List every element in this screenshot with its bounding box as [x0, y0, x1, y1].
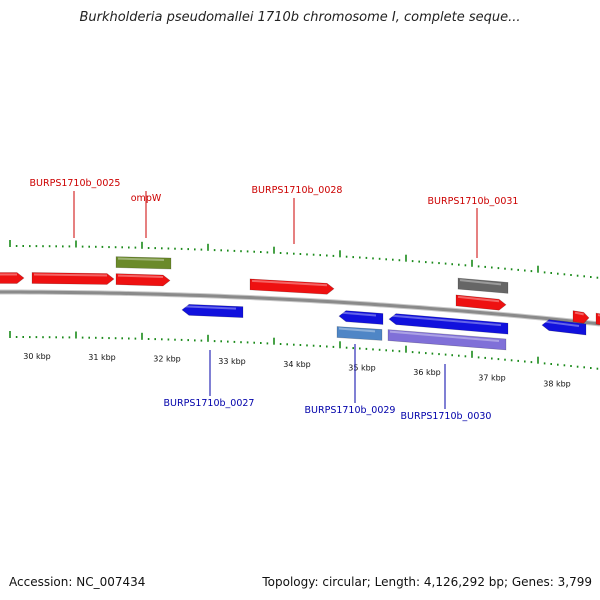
gene-burps1710b-0030-highlight [389, 330, 500, 342]
scale-label: 35 kbp [348, 364, 376, 373]
gene-reverse-long-highlight [390, 314, 502, 327]
label-burps1710b-0029[interactable]: BURPS1710b_0029 [305, 405, 396, 416]
gene-reverse-short-highlight [340, 311, 377, 317]
gene-burps1710b-0031-highlight [457, 295, 500, 303]
gene-forward[interactable] [0, 272, 25, 284]
gene-forward-edge2-highlight [597, 314, 600, 317]
scale-label: 33 kbp [218, 357, 246, 366]
gene-reverse-short[interactable] [338, 310, 384, 325]
label-burps1710b-0025[interactable]: BURPS1710b_0025 [30, 178, 121, 189]
label-burps1710b-0030[interactable]: BURPS1710b_0030 [401, 411, 492, 422]
scale-label: 38 kbp [543, 380, 571, 389]
label-burps1710b-0031[interactable]: BURPS1710b_0031 [428, 196, 519, 207]
gene-ompw[interactable] [115, 273, 171, 287]
backbone-shadow [0, 289, 600, 327]
gene-reverse-edge[interactable] [541, 319, 587, 336]
gene-burps1710b-0028-highlight [251, 279, 328, 287]
gene-burps1710b-0027[interactable] [181, 304, 244, 318]
scale-label: 36 kbp [413, 368, 441, 377]
gene-burps1710b-0029[interactable] [336, 326, 383, 341]
label-burps1710b-0028[interactable]: BURPS1710b_0028 [252, 185, 343, 196]
gene-forward-edge2[interactable] [595, 312, 600, 326]
backbone-line [0, 290, 600, 326]
scale-label: 31 kbp [88, 353, 116, 362]
gene-burps1710b-0025-highlight [33, 273, 108, 277]
gene-burps1710b-0029-highlight [338, 327, 376, 333]
scale-label: 30 kbp [23, 352, 51, 361]
gene-burps1710b-0031[interactable] [455, 294, 507, 311]
gene-burps1710b-0025[interactable] [31, 272, 115, 285]
gene-reverse-edge-highlight [543, 320, 580, 327]
label-ompw[interactable]: ompW [131, 193, 162, 204]
page-title: Burkholderia pseudomallei 1710b chromoso… [79, 10, 521, 25]
gene-burps1710b-0027-highlight [183, 305, 237, 310]
gene-pseudo-gray[interactable] [457, 277, 509, 294]
accession-text: Accession: NC_007434 [9, 575, 146, 589]
gene-ompw-highlight [117, 274, 164, 279]
gene-forward-edge[interactable] [572, 310, 590, 324]
gene-reverse-long[interactable] [388, 313, 509, 335]
gene-pseudo-gray-highlight [459, 279, 502, 286]
scale-label: 34 kbp [283, 360, 311, 369]
topology-text: Topology: circular; Length: 4,126,292 bp… [262, 575, 592, 589]
gene-burps1710b-0030[interactable] [387, 329, 507, 351]
gene-forward-edge-highlight [574, 311, 584, 316]
label-burps1710b-0027[interactable]: BURPS1710b_0027 [164, 398, 255, 409]
gene-rna-green-highlight [117, 257, 165, 262]
gene-burps1710b-0028[interactable] [249, 278, 335, 295]
scale-label: 32 kbp [153, 355, 181, 364]
gene-rna-green[interactable] [115, 256, 172, 270]
scale-label: 37 kbp [478, 374, 506, 383]
